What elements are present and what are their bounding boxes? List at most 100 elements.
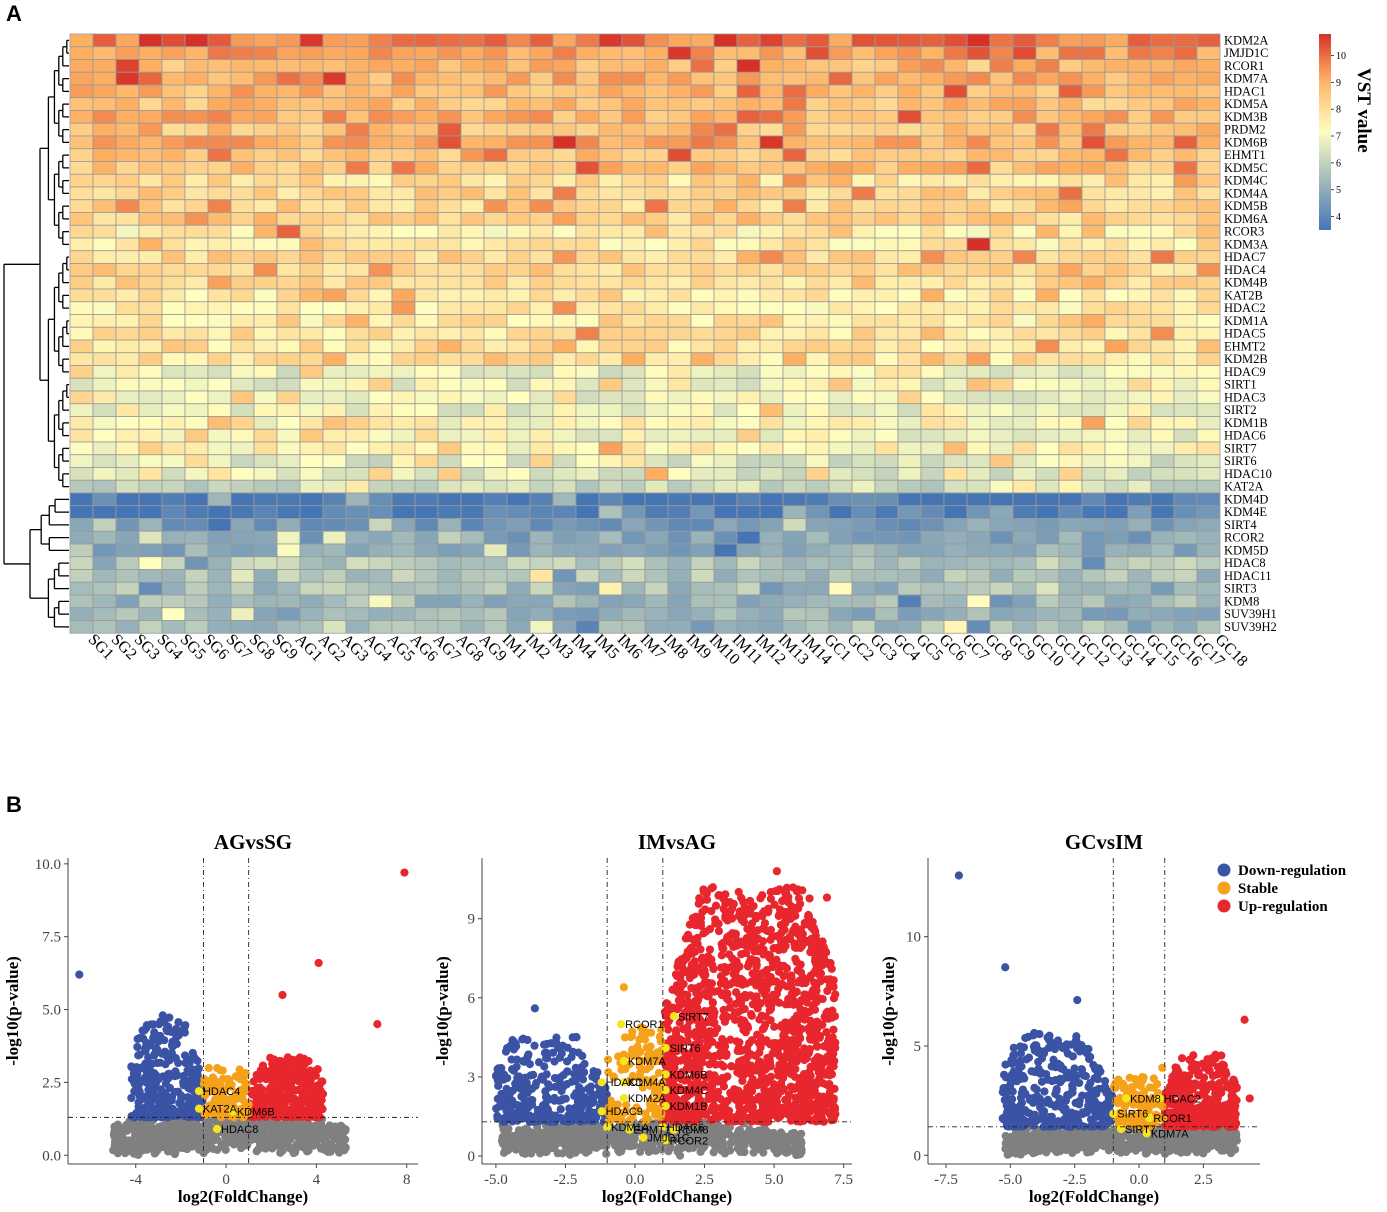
heatmap-cell: [506, 173, 531, 188]
heatmap-cell: [207, 314, 232, 328]
heatmap-cell: [966, 59, 991, 73]
heatmap-cell: [1150, 135, 1175, 150]
heatmap-cell: [368, 607, 393, 621]
heatmap-cell: [690, 454, 715, 468]
heatmap-cell: [1012, 428, 1037, 443]
heatmap-cell: [1196, 428, 1221, 443]
heatmap-cell: [874, 365, 899, 379]
heatmap-cell: [92, 314, 117, 328]
heatmap-cell: [276, 46, 301, 60]
heatmap-cell: [437, 530, 462, 545]
heatmap-cell: [943, 199, 968, 213]
point-ns: [652, 1136, 662, 1145]
heatmap-cell: [828, 135, 853, 150]
heatmap-cell: [1150, 326, 1175, 341]
heatmap-cell: [1150, 161, 1175, 175]
point-down: [143, 1039, 152, 1048]
heatmap-cell: [138, 505, 163, 519]
heatmap-cell: [483, 569, 508, 583]
point-ns: [221, 1145, 230, 1154]
heatmap-cell: [736, 186, 761, 201]
point-up: [291, 1059, 300, 1068]
heatmap-cell: [437, 212, 462, 226]
heatmap-cell: [506, 543, 531, 558]
heatmap-cell: [621, 339, 646, 354]
heatmap-cell: [805, 441, 830, 456]
heatmap-cell: [782, 46, 807, 60]
heatmap-cell: [989, 377, 1014, 392]
heatmap-cell: [1035, 326, 1060, 341]
heatmap-cell: [1058, 339, 1083, 354]
heatmap-cell: [575, 441, 600, 456]
point-stable: [200, 1091, 210, 1100]
heatmap-cell: [897, 403, 922, 417]
heatmap-cell: [897, 416, 922, 430]
heatmap-cell: [759, 581, 784, 596]
point-ns: [518, 1148, 528, 1158]
heatmap-cell: [805, 543, 830, 558]
heatmap-cell: [690, 390, 715, 405]
heatmap-cell: [897, 581, 922, 596]
heatmap-cell: [1127, 543, 1152, 558]
heatmap-cell: [1035, 352, 1060, 366]
heatmap-cell: [1150, 250, 1175, 264]
heatmap-cell: [1196, 46, 1221, 60]
heatmap-cell: [460, 46, 485, 60]
heatmap-cell: [345, 326, 370, 341]
heatmap-cell: [1173, 479, 1198, 494]
heatmap-cell: [391, 33, 416, 48]
heatmap-cell: [276, 467, 301, 481]
heatmap-cell: [322, 161, 347, 175]
heatmap-cell: [851, 365, 876, 379]
heatmap-cell: [161, 352, 186, 366]
heatmap-cell: [851, 416, 876, 430]
gene-label: KDM3A: [1224, 237, 1268, 251]
colorbar-tick-label: 9: [1336, 78, 1341, 89]
heatmap-cell: [1081, 33, 1106, 48]
heatmap-cell: [138, 173, 163, 188]
point-stable: [218, 1074, 228, 1083]
heatmap-cell: [828, 607, 853, 621]
heatmap-cell: [92, 479, 117, 494]
heatmap-cell: [115, 237, 140, 252]
point-ns: [233, 1138, 242, 1147]
heatmap-cell: [736, 314, 761, 328]
heatmap-cell: [529, 530, 554, 545]
heatmap-cell: [1012, 530, 1037, 545]
heatmap-cell: [966, 390, 991, 405]
heatmap-cell: [253, 199, 278, 213]
heatmap-cell: [115, 97, 140, 111]
heatmap-cell: [690, 84, 715, 99]
gene-label: SIRT1: [1224, 378, 1257, 392]
heatmap-cell: [1196, 530, 1221, 545]
point-down: [548, 1048, 558, 1057]
heatmap-cell: [529, 224, 554, 239]
x-tick-label: 4: [313, 1172, 321, 1188]
heatmap-cell: [644, 492, 669, 507]
heatmap-cell: [782, 365, 807, 379]
heatmap-cell: [667, 250, 692, 264]
heatmap-cell: [920, 263, 945, 277]
heatmap-cell: [1035, 71, 1060, 86]
heatmap-cell: [69, 263, 94, 277]
heatmap-cell: [92, 441, 117, 456]
heatmap-cell: [920, 186, 945, 201]
gene-label: KAT2B: [1224, 288, 1263, 302]
heatmap-cell: [299, 339, 324, 354]
heatmap-cell: [414, 569, 439, 583]
x-tick-label: 5.0: [765, 1172, 784, 1188]
point-down: [141, 1094, 150, 1104]
heatmap-cell: [920, 530, 945, 545]
heatmap-cell: [414, 556, 439, 570]
heatmap-cell: [851, 326, 876, 341]
heatmap-cell: [138, 326, 163, 341]
heatmap-cell: [138, 97, 163, 111]
heatmap-cell: [345, 97, 370, 111]
heatmap-cell: [161, 365, 186, 379]
heatmap-cell: [667, 352, 692, 366]
heatmap-cell: [437, 518, 462, 532]
heatmap-cell: [253, 416, 278, 430]
heatmap-cell: [1012, 288, 1037, 303]
heatmap-cell: [920, 314, 945, 328]
heatmap-cell: [253, 135, 278, 150]
